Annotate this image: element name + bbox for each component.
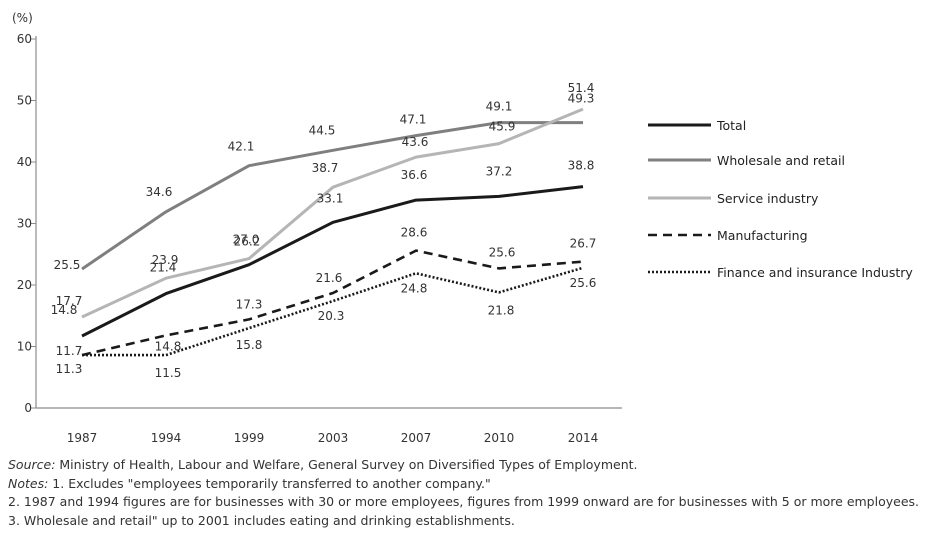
data-labels: 14.8 21.4 26.2 33.1 36.6 37.2 38.8 25.5 34.6 42.1…: [51, 81, 597, 380]
data-label: 33.1: [317, 191, 344, 205]
data-label: 15.8: [236, 338, 263, 352]
legend-label: Manufacturing: [717, 228, 808, 243]
data-label: 37.2: [486, 164, 513, 178]
legend-label: Finance and insurance Industry: [717, 265, 913, 280]
x-tick-label: 2003: [318, 431, 349, 445]
data-label: 44.5: [309, 123, 336, 137]
data-label: 21.4: [150, 261, 177, 275]
data-label: 23.9: [152, 253, 179, 267]
x-tick-label: 1987: [67, 431, 98, 445]
notes-line-1: Notes: 1. Excludes "employees temporaril…: [8, 475, 923, 494]
series-line-1: [81, 121, 583, 271]
data-label: 25.6: [489, 245, 516, 259]
data-label: 14.8: [155, 339, 182, 353]
series-line-3: [81, 249, 584, 357]
data-label: 25.6: [570, 276, 597, 290]
x-tick-label: 1994: [151, 431, 182, 445]
data-label: 34.6: [146, 185, 173, 199]
data-label: 21.6: [316, 271, 343, 285]
data-label: 26.7: [570, 237, 597, 251]
data-label: 17.3: [236, 297, 263, 311]
data-label: 51.4: [568, 81, 595, 95]
axes: 0 10 20 30 40 50 60 1987 1994 1999 2003 2007 2010 201…: [17, 32, 622, 445]
legend-label: Total: [716, 118, 746, 133]
x-tick-label: 2014: [568, 431, 599, 445]
x-tick-label: 2007: [401, 431, 432, 445]
data-label: 47.1: [400, 113, 427, 127]
line-chart: (%) 0 10 20 30 40 50 60 1987 1994 1999 2003 2007 201…: [12, 11, 913, 445]
data-label: 11.7: [56, 344, 83, 358]
data-label: 11.5: [155, 366, 182, 380]
y-tick-label: 20: [17, 278, 32, 292]
series-line-0: [81, 185, 584, 338]
data-label: 24.8: [401, 281, 428, 295]
data-label: 14.8: [51, 303, 78, 317]
y-tick-label: 60: [17, 32, 32, 46]
legend-label: Wholesale and retail: [717, 153, 845, 168]
chart-notes: Source: Ministry of Health, Labour and W…: [8, 456, 923, 530]
note-2: 2. 1987 and 1994 figures are for busines…: [8, 494, 920, 509]
series-line-2: [81, 107, 584, 319]
source-note: Source: Ministry of Health, Labour and W…: [8, 456, 923, 475]
data-label: 49.3: [568, 92, 595, 106]
data-label: 38.7: [312, 161, 339, 175]
data-label: 45.9: [489, 120, 516, 134]
notes-label: Notes:: [8, 475, 49, 491]
y-tick-label: 50: [17, 94, 32, 108]
data-label: 26.2: [234, 235, 261, 249]
note-1: 1. Excludes "employees temporarily trans…: [48, 475, 491, 491]
data-label: 38.8: [568, 159, 595, 173]
data-label: 21.8: [488, 303, 515, 317]
series-lines: [81, 107, 584, 357]
note-3: 3. Wholesale and retail" up to 2001 incl…: [8, 512, 515, 528]
legend-label: Service industry: [717, 191, 819, 206]
data-label: 42.1: [228, 140, 255, 154]
y-tick-label: 30: [17, 217, 32, 231]
series-line-4: [82, 266, 584, 357]
data-label: 25.5: [54, 258, 81, 272]
source-text: Ministry of Health, Labour and Welfare, …: [55, 457, 638, 472]
data-label: 20.3: [318, 309, 345, 323]
y-tick-label: 0: [24, 401, 32, 415]
legend: Total Wholesale and retail Service industr…: [648, 118, 913, 280]
data-label: 28.6: [401, 226, 428, 240]
y-tick-label: 40: [17, 155, 32, 169]
data-label: 17.7: [56, 294, 83, 308]
data-label: 49.1: [486, 100, 513, 114]
data-label: 43.6: [402, 135, 429, 149]
y-tick-label: 10: [17, 340, 32, 354]
x-tick-label: 2010: [484, 431, 515, 445]
source-label: Source:: [8, 457, 56, 472]
x-tick-label: 1999: [234, 431, 265, 445]
data-label: 11.3: [56, 362, 83, 376]
data-label: 36.6: [401, 168, 428, 182]
y-axis-unit-label: (%): [12, 11, 33, 25]
data-label: 27.0: [233, 233, 260, 247]
